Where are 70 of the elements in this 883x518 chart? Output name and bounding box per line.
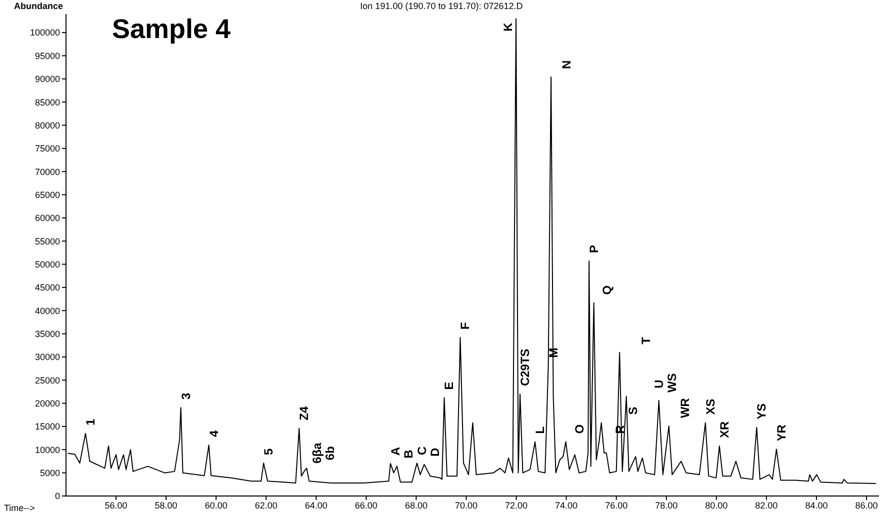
- annotation: 3: [178, 392, 193, 400]
- x-tick-label: 80.00: [705, 500, 728, 510]
- annotation: E: [442, 382, 456, 390]
- x-tick-label: 72.00: [505, 500, 528, 510]
- y-tick-label: 70000: [34, 166, 60, 177]
- x-axis-title: Time-->: [4, 503, 35, 513]
- annotation: XR: [717, 420, 732, 438]
- y-tick-label: 55000: [34, 236, 60, 246]
- annotation: YR: [774, 424, 788, 442]
- y-tick-label: 25000: [34, 375, 60, 386]
- annotation: Z4: [297, 406, 312, 420]
- annotation: Q: [600, 285, 614, 295]
- annotation: K: [501, 22, 516, 32]
- annotation: D: [428, 447, 442, 456]
- x-tick-label: 62.00: [254, 500, 278, 510]
- y-tick-label: 45000: [34, 282, 60, 293]
- y-tick-label: 60000: [34, 213, 60, 224]
- annotation: B: [401, 449, 416, 458]
- annotation: C29TS: [518, 348, 532, 386]
- x-tick-label: 76.00: [605, 500, 628, 510]
- x-tick-label: 56.00: [104, 500, 128, 510]
- y-tick-label: 90000: [34, 74, 60, 84]
- annotation: O: [572, 424, 586, 434]
- x-tick-label: 86.00: [855, 500, 878, 510]
- y-tick-label: 85000: [34, 97, 60, 108]
- chart-title: Ion 191.00 (190.70 to 191.70): 072612.D: [360, 1, 523, 11]
- y-tick-label: 50000: [34, 259, 60, 270]
- annotation: XS: [703, 398, 718, 415]
- x-tick-label: 70.00: [454, 500, 478, 510]
- y-tick-label: 35000: [34, 328, 60, 339]
- y-tick-label: 15000: [34, 422, 60, 432]
- x-tick-label: 66.00: [354, 500, 378, 510]
- annotation: U: [652, 380, 666, 388]
- annotation: 6βa: [310, 442, 324, 464]
- annotation: 4: [206, 430, 221, 438]
- annotation: S: [626, 406, 640, 415]
- annotation: N: [559, 60, 574, 70]
- annotation: 1: [84, 418, 98, 426]
- x-tick-label: 74.00: [555, 500, 578, 510]
- annotation: P: [587, 245, 602, 254]
- annotation: 6b: [323, 446, 338, 460]
- x-tick-label: 58.00: [154, 500, 178, 510]
- annotation: Sample 4: [112, 14, 231, 45]
- x-tick-label: 82.00: [755, 500, 778, 510]
- x-tick-label: 60.00: [204, 500, 228, 510]
- y-tick-label: 75000: [34, 144, 60, 154]
- y-tick-label: 40000: [34, 306, 60, 316]
- y-tick-label: 65000: [34, 190, 60, 200]
- y-tick-label: 95000: [34, 50, 60, 61]
- y-tick-label: 80000: [34, 120, 60, 130]
- x-tick-label: 78.00: [655, 500, 678, 510]
- annotation: 5: [262, 448, 276, 456]
- y-tick-label: 10000: [34, 444, 60, 455]
- annotation: T: [639, 336, 654, 344]
- y-tick-label: 30000: [34, 352, 60, 362]
- annotation: WR: [678, 398, 692, 418]
- annotation: F: [458, 322, 472, 330]
- annotation: C: [414, 446, 429, 456]
- annotation: A: [388, 446, 402, 456]
- annotation: YS: [754, 403, 769, 420]
- x-tick-label: 84.00: [805, 500, 828, 510]
- y-axis-title: Abundance: [14, 1, 64, 11]
- y-tick-label: 100000: [30, 28, 60, 38]
- y-tick-label: 5000: [40, 468, 60, 478]
- y-tick-label: 20000: [34, 398, 60, 409]
- annotation: WS: [665, 373, 680, 393]
- y-tick-label: 0: [54, 491, 60, 502]
- annotation: L: [533, 426, 548, 434]
- x-tick-label: 64.00: [304, 500, 328, 510]
- x-tick-label: 68.00: [404, 500, 428, 510]
